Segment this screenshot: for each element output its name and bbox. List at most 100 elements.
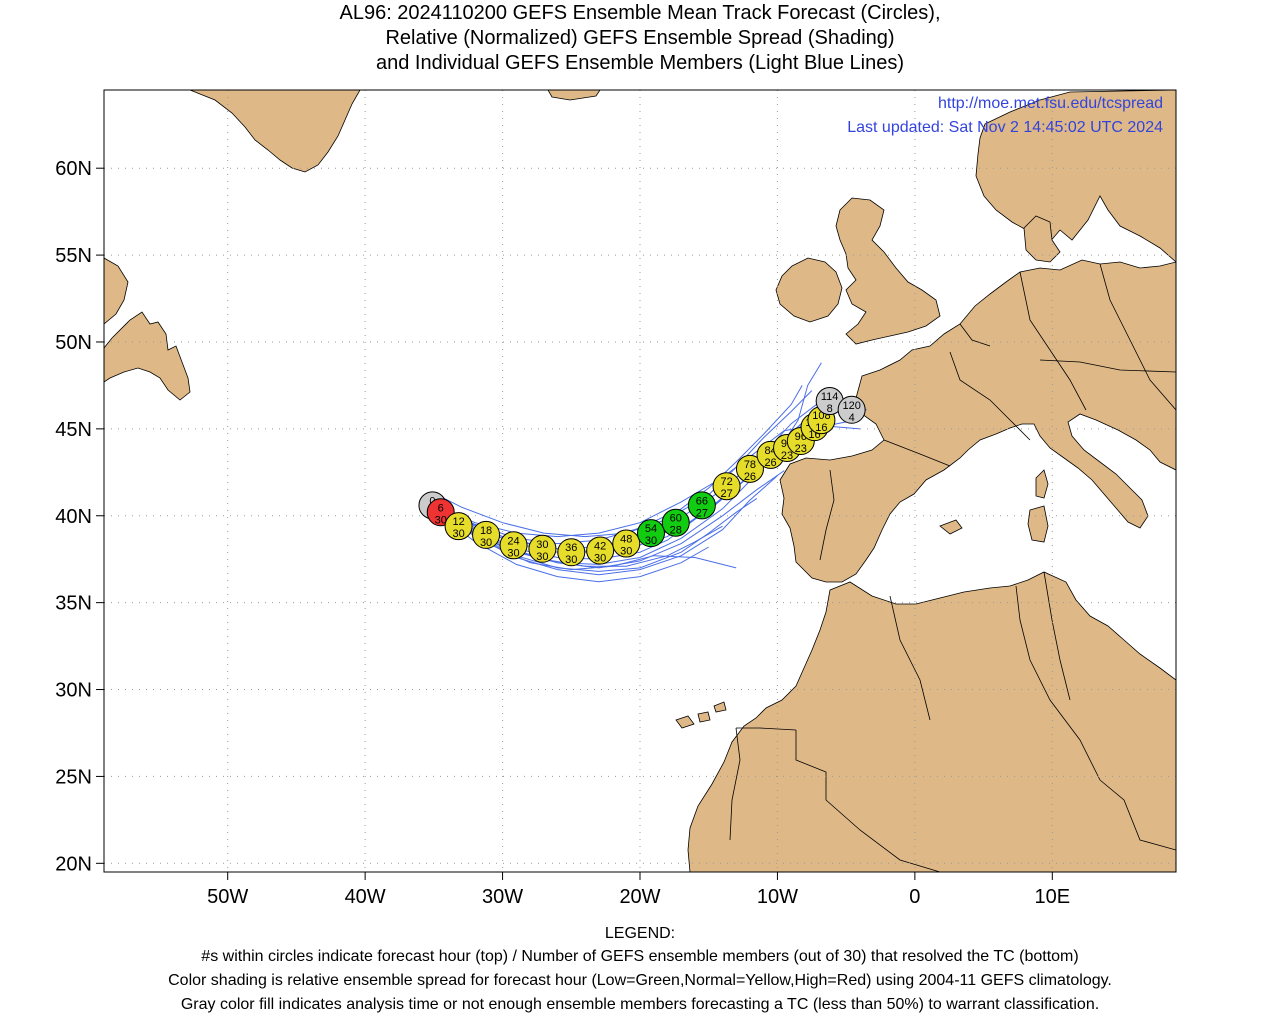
track-members-label: 23 [781,450,793,462]
track-hour-label: 66 [696,495,708,507]
track-hour-label: 120 [842,400,860,412]
track-members-label: 26 [744,471,756,483]
lat-tick-label: 55N [55,245,92,267]
track-members-label: 23 [795,443,807,455]
track-circle [837,395,866,424]
land-avalon [104,311,191,401]
land-canary-3 [713,701,727,713]
track-members-label: 30 [435,514,447,526]
track-circle [687,491,716,520]
track-circle [586,536,615,565]
track-members-label: 16 [815,422,827,434]
track-members-label: 30 [594,553,606,565]
lat-tick-label: 60N [55,158,92,180]
track-circle [612,529,641,558]
track-circle [557,538,586,567]
lat-tick-label: 30N [55,680,92,702]
track-members-label: 30 [620,546,632,558]
land-canary-2 [697,711,711,723]
track-hour-label: 48 [620,534,632,546]
track-hour-label: 36 [565,542,577,554]
grid-lines [104,90,1176,872]
track-hour-label: 42 [594,541,606,553]
title-line-3: and Individual GEFS Ensemble Members (Li… [375,52,905,74]
track-hour-label: 78 [744,459,756,471]
lat-tick-label: 25N [55,766,92,788]
land-great-britain [835,197,941,345]
lon-tick-label: 20W [619,886,660,908]
track-circle [712,472,741,501]
lat-tick-label: 45N [55,419,92,441]
land-iceland [547,90,601,101]
track-circle [528,534,557,563]
track-hour-label: 6 [438,502,444,514]
track-circle [735,454,764,483]
title-line-1: AL96: 2024110200 GEFS Ensemble Mean Trac… [339,2,941,24]
track-hour-label: 12 [452,516,464,528]
borders [729,263,1176,872]
track-members-label: 30 [480,537,492,549]
track-members-label: 30 [452,528,464,540]
track-circle [499,531,528,560]
track-circle [661,508,690,537]
track-members-label: 30 [645,535,657,547]
track-members-label: 27 [720,488,732,500]
land-greenland [189,90,361,173]
map-panel: 0306301230183024303030363042304830543060… [55,89,1177,908]
lon-tick-label: 40W [345,886,386,908]
track-members-label: 28 [670,525,682,537]
legend-line-2: Color shading is relative ensemble sprea… [168,972,1112,989]
track-circle [472,520,501,549]
lat-tick-label: 35N [55,593,92,615]
axes: 60N 55N 50N 45N 40N 35N 30N 25N 20N 50W 40W 30W 20W 1… [55,158,1070,908]
track-circle [636,519,665,548]
land-scandinavia [975,90,1176,263]
land-corsica [1035,469,1049,499]
member-track-line [433,424,860,538]
track-members-label: 30 [565,554,577,566]
land-balearics [939,519,963,535]
land-ireland [775,257,843,323]
lon-tick-label: 10W [757,886,798,908]
land-denmark [1023,215,1061,263]
member-track-line [433,508,737,571]
lon-tick-label: 30W [482,886,523,908]
last-updated-text: Last updated: Sat Nov 2 14:45:02 UTC 202… [847,119,1163,136]
lon-tick-label: 10E [1035,886,1071,908]
land-newfoundland [104,257,129,325]
track-members-label: 30 [536,551,548,563]
lat-tick-label: 20N [55,853,92,875]
track-members-label: 8 [827,403,833,415]
header-url-link[interactable]: http://moe.met.fsu.edu/tcspread [938,95,1163,112]
lat-tick-label: 40N [55,506,92,528]
track-members-label: 27 [696,507,708,519]
track-hour-label: 24 [507,535,519,547]
landmasses [104,90,1176,872]
track-circle [444,512,473,541]
legend-line-3: Gray color fill indicates analysis time … [180,996,1100,1013]
land-europe [779,259,1176,583]
track-hour-label: 18 [480,525,492,537]
legend-heading: LEGEND: [604,925,676,942]
track-hour-label: 72 [720,476,732,488]
land-africa [687,571,1176,872]
title-line-2: Relative (Normalized) GEFS Ensemble Spre… [385,27,895,49]
lon-tick-label: 0 [909,886,920,908]
track-hour-label: 114 [821,391,839,403]
track-hour-label: 60 [670,513,682,525]
lon-tick-label: 50W [207,886,248,908]
legend-line-1: #s within circles indicate forecast hour… [201,948,1079,965]
